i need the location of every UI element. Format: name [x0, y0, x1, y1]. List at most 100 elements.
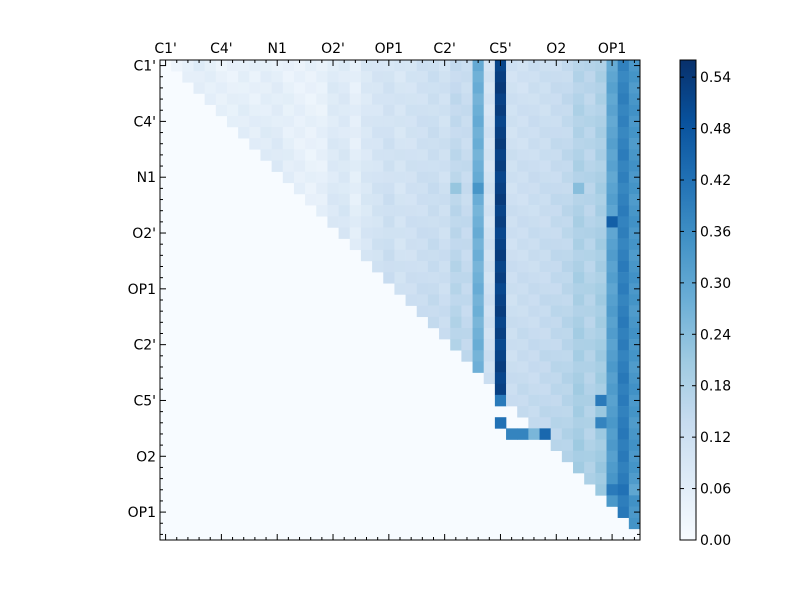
heatmap-cell	[584, 283, 596, 295]
heatmap-cell	[416, 171, 429, 184]
heatmap-cell	[561, 260, 574, 273]
heatmap-cell	[528, 417, 540, 429]
heatmap-cell	[595, 361, 607, 373]
heatmap-cell	[472, 149, 485, 161]
heatmap-cell	[617, 283, 630, 295]
heatmap-cell	[584, 182, 596, 195]
heatmap-cell	[539, 205, 551, 217]
heatmap-cell	[483, 115, 496, 128]
heatmap-cell	[539, 60, 551, 72]
heatmap-cell	[450, 126, 462, 139]
heatmap-cell	[494, 205, 507, 217]
heatmap-cell	[561, 71, 574, 83]
heatmap-cell	[628, 104, 641, 117]
heatmap-cell	[528, 272, 540, 284]
heatmap-cell	[483, 160, 496, 172]
heatmap-cell	[472, 82, 485, 94]
heatmap-cell	[483, 71, 496, 83]
heatmap-cell	[494, 160, 507, 172]
heatmap-cell	[528, 305, 540, 318]
heatmap-cell	[238, 93, 250, 105]
heatmap-cell	[182, 60, 194, 72]
heatmap-cell	[528, 182, 540, 195]
heatmap-cell	[182, 71, 194, 83]
heatmap-cell	[517, 383, 529, 396]
heatmap-cell	[394, 182, 406, 195]
heatmap-cell	[394, 171, 406, 184]
heatmap-cell	[483, 350, 496, 362]
heatmap-cell	[383, 238, 395, 251]
heatmap-cell	[550, 417, 563, 429]
heatmap-cell	[282, 104, 295, 117]
heatmap-cell	[506, 283, 518, 295]
heatmap-cell	[349, 193, 362, 206]
heatmap-cell	[238, 126, 250, 139]
heatmap-cell	[427, 93, 440, 105]
heatmap-cell	[338, 93, 351, 105]
heatmap-cell	[305, 138, 317, 150]
heatmap-cell	[450, 171, 462, 184]
heatmap-cell	[427, 260, 440, 273]
heatmap-cell	[293, 171, 306, 184]
heatmap-cell	[539, 171, 551, 184]
heatmap-cell	[584, 249, 596, 262]
heatmap-cell	[349, 182, 362, 195]
heatmap-cell	[517, 238, 529, 251]
heatmap-cell	[461, 305, 473, 318]
heatmap-cell	[595, 193, 607, 206]
heatmap-cell	[506, 428, 518, 440]
heatmap-cell	[316, 160, 328, 172]
heatmap-cell	[617, 495, 630, 507]
heatmap-cell	[316, 138, 328, 150]
heatmap-cell	[327, 160, 339, 172]
heatmap-cell	[394, 126, 406, 139]
heatmap-cell	[550, 171, 563, 184]
heatmap-cell	[628, 361, 641, 373]
heatmap-cell	[472, 316, 485, 329]
heatmap-cell	[249, 71, 261, 83]
heatmap-cell	[617, 473, 630, 485]
heatmap-cell	[595, 82, 607, 94]
heatmap-cell	[494, 394, 507, 407]
heatmap-cell	[573, 193, 585, 206]
heatmap-cell	[427, 305, 440, 318]
heatmap-cell	[439, 327, 451, 340]
heatmap-cell	[539, 417, 551, 429]
heatmap-cell	[461, 260, 473, 273]
heatmap-cell	[517, 260, 529, 273]
heatmap-cell	[372, 182, 384, 195]
heatmap-cell	[327, 138, 339, 150]
heatmap-cell	[193, 60, 205, 72]
colorbar-tick-label: 0.12	[700, 430, 731, 446]
heatmap-cell	[595, 294, 607, 306]
colorbar-tick-label: 0.54	[700, 70, 731, 86]
heatmap-cell	[215, 82, 228, 94]
heatmap-cell	[483, 104, 496, 117]
heatmap-cell	[573, 461, 585, 474]
heatmap-cell	[606, 383, 618, 396]
heatmap-cell	[483, 216, 496, 228]
heatmap-cell	[550, 339, 563, 351]
heatmap-cell	[282, 115, 295, 128]
heatmap-cell	[539, 361, 551, 373]
heatmap-cell	[439, 316, 451, 329]
heatmap-cell	[461, 272, 473, 284]
heatmap-cell	[461, 126, 473, 139]
heatmap-cell	[617, 227, 630, 239]
heatmap-cell	[539, 305, 551, 318]
heatmap-cell	[405, 227, 418, 239]
heatmap-cell	[606, 138, 618, 150]
heatmap-cell	[305, 149, 317, 161]
heatmap-cell	[584, 305, 596, 318]
heatmap-cell	[360, 205, 373, 217]
heatmap-cell	[338, 171, 351, 184]
heatmap-cell	[628, 406, 641, 418]
heatmap-cell	[405, 71, 418, 83]
colorbar-tick-label: 0.48	[700, 122, 731, 138]
heatmap-cell	[372, 160, 384, 172]
heatmap-cell	[494, 272, 507, 284]
heatmap-cell	[439, 205, 451, 217]
heatmap-cell	[561, 138, 574, 150]
heatmap-cell	[506, 193, 518, 206]
heatmap-cell	[461, 227, 473, 239]
